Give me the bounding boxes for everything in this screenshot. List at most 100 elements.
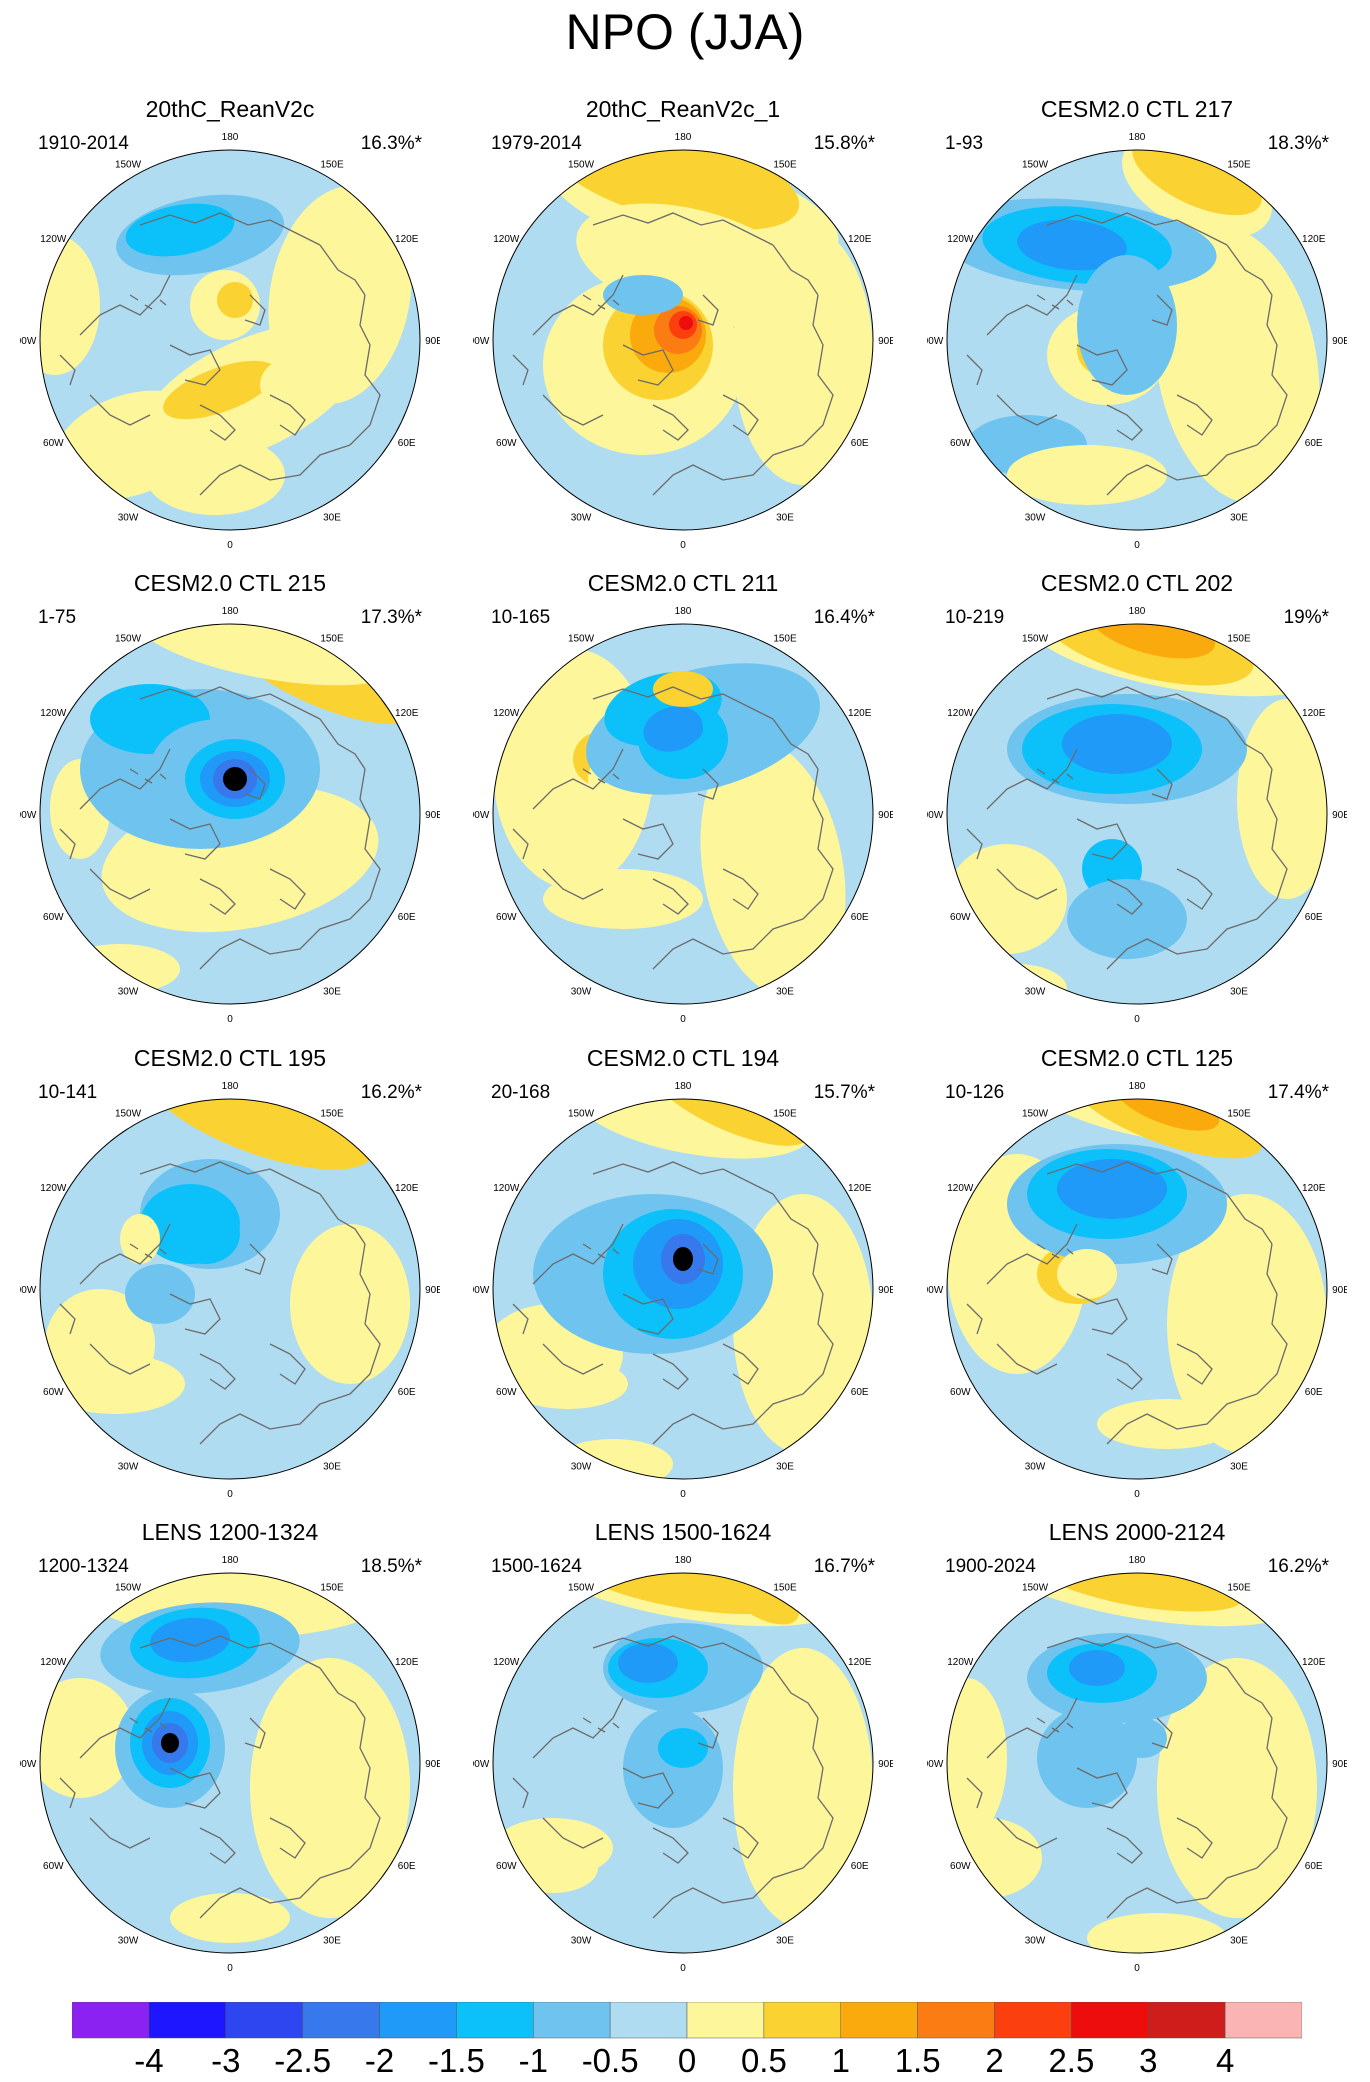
coastline xyxy=(1036,1717,1074,1733)
longitude-label: 30W xyxy=(1025,1462,1046,1473)
anomaly-contour xyxy=(967,964,1067,1004)
coastline xyxy=(1046,1635,1228,1669)
anomaly-contour xyxy=(170,1893,290,1943)
coastline xyxy=(802,1243,834,1395)
coastline xyxy=(802,1717,834,1869)
panel-variance-percent: 17.3%* xyxy=(360,607,422,628)
coastline xyxy=(1151,1243,1173,1275)
map-border xyxy=(946,149,1328,531)
longitude-label: 60W xyxy=(496,438,517,449)
longitude-label: 30W xyxy=(118,987,139,998)
longitude-label: 120E xyxy=(848,1183,872,1194)
anomaly-contour xyxy=(663,714,703,744)
longitude-label: 30E xyxy=(323,1936,341,1947)
longitude-label: 60E xyxy=(1305,912,1323,923)
polar-map: 180 150E 120E 90E 60E 30E 0 30W 60W 90W 120W 150W xyxy=(927,132,1347,551)
coastline xyxy=(79,1223,171,1285)
colorbar-swatch xyxy=(994,2002,1072,2039)
colorbar-tick-label: 2.5 xyxy=(1048,2042,1095,2079)
coastline xyxy=(1076,344,1128,386)
panel-title: CESM2.0 CTL 215 xyxy=(133,570,327,596)
coastline xyxy=(59,828,76,860)
coastline xyxy=(319,244,366,296)
coastline xyxy=(802,294,834,446)
anomaly-contour xyxy=(508,1843,598,1893)
anomaly-contour xyxy=(1067,879,1187,959)
map-border xyxy=(39,149,421,531)
longitude-label: 120E xyxy=(848,708,872,719)
longitude-label: 180 xyxy=(222,1555,239,1566)
longitude-label: 90W xyxy=(473,1285,490,1296)
anomaly-contour xyxy=(1069,1650,1125,1686)
coastline xyxy=(966,1777,983,1809)
longitude-label: 60E xyxy=(398,438,416,449)
longitude-label: 0 xyxy=(227,1489,233,1500)
coastline xyxy=(319,1193,366,1245)
longitude-label: 120W xyxy=(947,708,974,719)
coastline xyxy=(1106,1867,1258,1919)
longitude-label: 90E xyxy=(878,810,893,821)
coastline xyxy=(1076,1767,1128,1809)
longitude-label: 150W xyxy=(1022,1108,1049,1119)
coastline xyxy=(199,1353,236,1390)
longitude-label: 60W xyxy=(496,1861,517,1872)
coastline xyxy=(1076,818,1128,860)
coastline xyxy=(592,212,774,246)
polar-map: 180 150E 120E 90E 60E 30E 0 30W 60W 90W 120W 150W xyxy=(473,1555,893,1974)
colorbar-tick-label: -2 xyxy=(364,2042,395,2079)
longitude-label: 90W xyxy=(20,1285,37,1296)
coastline xyxy=(349,294,381,446)
panel-variance-percent: 19%* xyxy=(1283,607,1329,628)
longitude-label: 0 xyxy=(680,1014,686,1025)
coastline xyxy=(512,354,529,386)
longitude-label: 60E xyxy=(398,1387,416,1398)
longitude-label: 150W xyxy=(568,159,595,170)
colorbar-tick-label: 4 xyxy=(1215,2042,1235,2079)
coastline xyxy=(996,1817,1058,1849)
anomaly-contour xyxy=(1017,219,1127,271)
map-panel: LENS 1200-1324 1200-1324 18.5%* 180 150E 120E… xyxy=(20,1518,440,1988)
coastline xyxy=(592,1161,774,1195)
coastline xyxy=(129,1243,167,1259)
anomaly-contour xyxy=(1157,1658,1317,1918)
colorbar-swatch xyxy=(72,2002,150,2039)
coastline xyxy=(244,1717,266,1749)
coastline xyxy=(199,444,351,496)
coastline xyxy=(582,1717,620,1733)
coastline xyxy=(199,1827,236,1864)
anomaly-contour xyxy=(268,185,412,405)
coastline xyxy=(966,1303,983,1335)
coastline xyxy=(986,748,1078,810)
map-border xyxy=(39,623,421,1005)
longitude-label: 150E xyxy=(1227,1582,1251,1593)
anomaly-contour xyxy=(1087,1913,1227,1953)
longitude-label: 30W xyxy=(571,513,592,524)
longitude-label: 150E xyxy=(773,633,797,644)
panel-period: 10-219 xyxy=(945,607,1005,628)
panel-period: 10-126 xyxy=(945,1082,1005,1103)
longitude-label: 150E xyxy=(773,1582,797,1593)
coastline xyxy=(1106,1827,1143,1864)
anomaly-contour xyxy=(1154,226,1320,504)
map-panel: 20thC_ReanV2c 1910-2014 16.3%* 180 150E 120E 9… xyxy=(20,95,440,565)
anomaly-contour xyxy=(623,1708,723,1828)
coastline xyxy=(1106,1353,1143,1390)
coastline xyxy=(199,1867,351,1919)
longitude-label: 0 xyxy=(227,1014,233,1025)
colorbar-swatch xyxy=(686,2002,765,2039)
colorbar-tick-label: -2.5 xyxy=(274,2042,332,2079)
anomaly-contour xyxy=(1037,1708,1137,1808)
colorbar-tick-label: 0.5 xyxy=(740,2042,787,2079)
longitude-label: 90E xyxy=(425,336,440,347)
longitude-label: 120E xyxy=(395,1657,419,1668)
anomaly-contour xyxy=(125,203,235,257)
anomaly-contour xyxy=(673,1247,693,1271)
longitude-label: 30E xyxy=(1230,987,1248,998)
anomaly-contour xyxy=(546,150,800,230)
coastline xyxy=(169,1293,221,1335)
coastline xyxy=(1176,1343,1213,1385)
coastline xyxy=(349,1717,381,1869)
anomaly-contour xyxy=(161,1733,179,1753)
coastline xyxy=(129,768,167,784)
anomaly-contour xyxy=(508,1359,628,1409)
